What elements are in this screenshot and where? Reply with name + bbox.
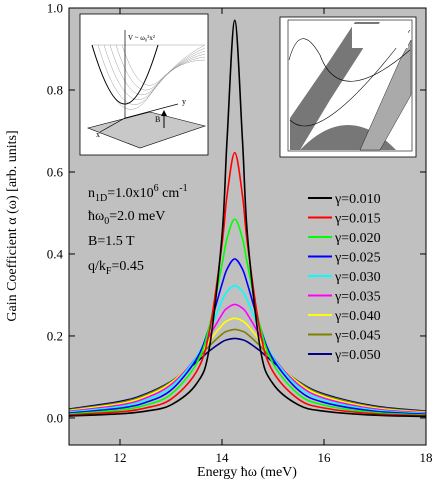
series-line — [68, 284, 427, 415]
inset-band — [290, 22, 380, 150]
insets: V ~ ω₀²x² y B x — [79, 13, 417, 158]
legend-label: γ=0.045 — [334, 329, 381, 344]
legend-label: γ=0.020 — [334, 231, 381, 246]
inset-axis — [124, 103, 179, 119]
annotation: q/kF=0.45 — [88, 259, 144, 277]
inset-label: V ~ ω₀²x² — [128, 34, 155, 42]
legend-label: γ=0.010 — [334, 192, 381, 207]
x-tick-label: 18 — [420, 450, 433, 465]
plot-frame — [68, 7, 427, 446]
x-tick-label: 16 — [318, 450, 332, 465]
legend-label: γ=0.015 — [334, 212, 381, 227]
x-axis-label: Energy ħω (meV) — [197, 465, 297, 480]
inset-surface — [91, 44, 206, 110]
annotation-part: =2.0 meV — [109, 209, 165, 224]
series-line — [68, 317, 427, 414]
x-tick-label: 12 — [114, 450, 127, 465]
annotation-part: F — [106, 266, 112, 277]
inset-axis — [99, 117, 126, 133]
annotation-part: cm — [159, 186, 180, 201]
inset-label: x — [96, 130, 100, 139]
annotation: B=1.5 T — [88, 234, 135, 249]
inset-arrow-head — [161, 110, 167, 116]
annotation-part: B=1.5 T — [88, 234, 135, 249]
inset-curve — [289, 29, 411, 127]
annotation-part: 1D — [95, 193, 107, 204]
annotation: ħω0=2.0 meV — [88, 209, 165, 227]
series-line — [68, 151, 427, 417]
series-line — [68, 303, 427, 414]
series-line — [68, 258, 427, 416]
annotation-part: n — [88, 186, 95, 201]
annotation-part: =0.45 — [111, 259, 143, 274]
annotation-part: ħω — [88, 209, 104, 224]
annotation-part: -1 — [179, 183, 187, 194]
y-tick-label: 0.6 — [47, 164, 64, 179]
annotation-part: q/k — [88, 259, 106, 274]
legend-label: γ=0.030 — [334, 270, 381, 285]
y-tick-label: 0.4 — [47, 246, 64, 261]
inset-label: B — [155, 115, 160, 124]
legend-label: γ=0.035 — [334, 290, 381, 305]
legend-label: γ=0.040 — [334, 309, 381, 324]
y-tick-label: 0.0 — [47, 410, 63, 425]
y-tick-label: 1.0 — [47, 1, 63, 16]
series-lines — [68, 19, 427, 418]
legend-label: γ=0.025 — [334, 251, 381, 266]
annotation: n1D=1.0x106 cm-1 — [88, 183, 188, 204]
inset-plane — [87, 111, 207, 149]
legend-label: γ=0.050 — [334, 348, 381, 363]
annotation-part: 0 — [104, 216, 109, 227]
annotation-part: =1.0x10 — [107, 186, 153, 201]
y-axis-label: Gain Coefficient α (ω) [arb. units] — [5, 130, 20, 321]
inset-legend — [352, 24, 408, 48]
annotation-part: 6 — [154, 183, 159, 194]
series-line — [68, 328, 427, 413]
overlay: γ=0.010 γ=0.015 γ=0.020 γ=0.025 γ=0.030 γ=0.0… — [88, 183, 381, 363]
x-tick-label: 14 — [216, 450, 230, 465]
series-line — [68, 19, 427, 418]
y-tick-label: 0.8 — [47, 82, 63, 97]
series-line — [68, 218, 427, 416]
inset-band — [359, 39, 412, 151]
inset-curve — [288, 38, 411, 82]
axes: 0.0 0.2 0.4 0.6 0.8 1.0 12 14 16 18 — [47, 1, 433, 466]
inset-label: y — [182, 97, 186, 106]
y-tick-label: 0.2 — [47, 328, 63, 343]
